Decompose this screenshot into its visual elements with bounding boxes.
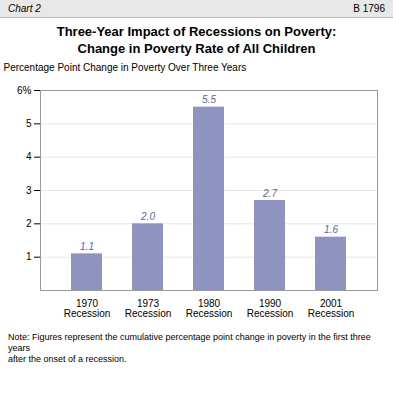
- svg-text:5: 5: [26, 118, 32, 129]
- svg-text:1.6: 1.6: [324, 224, 338, 235]
- svg-text:Percentage Point Change in Pov: Percentage Point Change in Poverty Over …: [4, 61, 247, 72]
- svg-text:2.0: 2.0: [140, 211, 155, 222]
- svg-text:4: 4: [26, 151, 32, 162]
- svg-text:1980Recession: 1980Recession: [186, 297, 233, 318]
- html-text:Note: Figures represent the cu: Note: Figures represent the cumulative p…: [8, 331, 371, 365]
- svg-text:2: 2: [26, 218, 32, 229]
- svg-text:5.5: 5.5: [202, 94, 216, 105]
- svg-text:3: 3: [26, 184, 32, 195]
- html-text:B 1796: B 1796: [353, 3, 385, 14]
- svg-text:2001Recession: 2001Recession: [308, 297, 355, 318]
- svg-text:1.1: 1.1: [80, 241, 94, 252]
- svg-text:2.7: 2.7: [262, 187, 277, 198]
- svg-text:6%: 6%: [17, 84, 32, 95]
- svg-text:1: 1: [26, 251, 32, 262]
- svg-text:1990Recession: 1990Recession: [247, 297, 294, 318]
- html-text:Chart 2: Chart 2: [8, 3, 41, 14]
- svg-text:1973Recession: 1973Recession: [125, 297, 172, 318]
- svg-text:1970Recession: 1970Recession: [64, 297, 111, 318]
- html-text:Three-Year Impact of Recession: Three-Year Impact of Recessions on Pover…: [56, 24, 337, 56]
